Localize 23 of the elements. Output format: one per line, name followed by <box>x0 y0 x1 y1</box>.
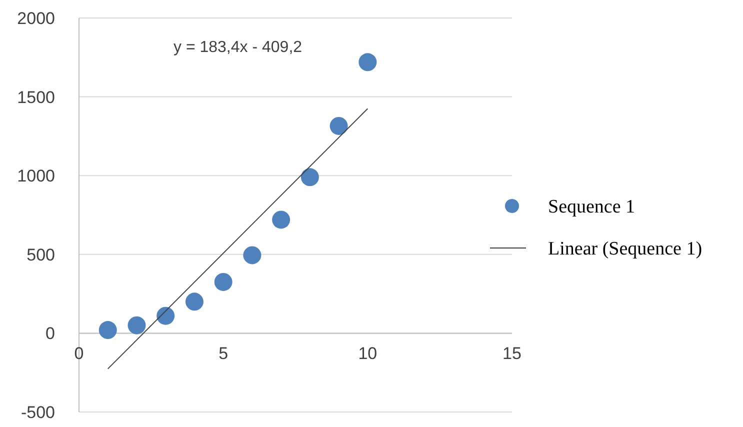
y-tick-label: 1000 <box>17 166 55 186</box>
point <box>243 246 262 264</box>
point <box>358 53 377 72</box>
x-tick-label: 15 <box>502 344 522 364</box>
y-tick-label: 500 <box>26 245 55 264</box>
y-tick-label: 2000 <box>17 8 55 28</box>
point <box>300 168 319 186</box>
y-tick-label: 1500 <box>17 88 55 107</box>
point <box>128 316 146 334</box>
y-tick-label: -500 <box>20 402 55 422</box>
point <box>156 306 175 325</box>
x-tick-label: 5 <box>218 344 228 364</box>
legend-label: Sequence 1 <box>548 196 636 218</box>
x-tick-label: 0 <box>74 344 84 364</box>
annotation: y = 183,4x - 409,2 <box>174 39 302 56</box>
point <box>98 321 117 340</box>
point <box>185 292 204 311</box>
x-tick-label: 10 <box>358 344 378 364</box>
y-tick-label: 0 <box>46 324 55 344</box>
point <box>272 210 290 229</box>
point <box>330 116 348 135</box>
legend-label: Linear (Sequence 1) <box>548 238 702 260</box>
point <box>214 272 232 291</box>
